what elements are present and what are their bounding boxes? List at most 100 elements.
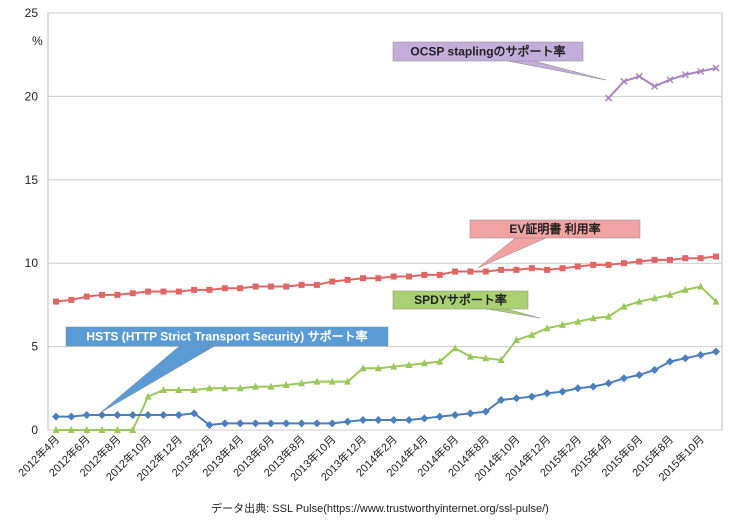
point [374, 364, 382, 372]
point [190, 385, 198, 393]
point [252, 382, 260, 390]
point [528, 265, 535, 272]
point [375, 275, 382, 282]
point [206, 286, 213, 293]
point [390, 273, 397, 280]
callout-box [392, 290, 529, 310]
point [543, 389, 552, 398]
point [589, 382, 598, 391]
point [283, 283, 290, 290]
point [159, 385, 167, 393]
point [159, 410, 168, 419]
point [573, 384, 582, 393]
point [237, 285, 244, 292]
callout-box [469, 219, 641, 239]
point [420, 359, 428, 367]
point [82, 410, 91, 419]
point [298, 379, 306, 387]
point [451, 344, 459, 352]
point [682, 255, 689, 262]
point [236, 419, 245, 428]
point [620, 77, 628, 85]
point [466, 409, 475, 418]
point [635, 370, 644, 379]
point [267, 382, 275, 390]
point [267, 283, 274, 290]
point [175, 385, 183, 393]
point [651, 82, 659, 90]
point [175, 288, 182, 295]
point [482, 354, 490, 362]
point [636, 258, 643, 265]
point [220, 419, 229, 428]
point [665, 357, 674, 366]
point [666, 290, 674, 298]
point [113, 410, 122, 419]
point [605, 261, 612, 268]
point [666, 76, 674, 84]
point [696, 350, 705, 359]
point [651, 256, 658, 263]
point [266, 419, 275, 428]
point [390, 362, 398, 370]
y-unit: % [32, 34, 43, 48]
point [712, 297, 720, 305]
point [697, 67, 705, 75]
point [343, 417, 352, 426]
point [712, 347, 720, 356]
point [605, 312, 613, 320]
y-tick-label: 0 [31, 423, 38, 437]
point [605, 94, 613, 102]
point [635, 72, 643, 80]
point [513, 266, 520, 273]
point [467, 268, 474, 275]
point [329, 278, 336, 285]
point [53, 298, 59, 305]
point [543, 324, 551, 332]
point [421, 271, 428, 278]
legend-label: HSTS (HTTP Strict Transport Security) サポ… [86, 329, 367, 344]
point [481, 407, 490, 416]
point [328, 377, 336, 385]
point [589, 314, 597, 322]
point [405, 360, 413, 368]
point [574, 317, 582, 325]
series-line [607, 67, 717, 99]
y-tick-label: 10 [25, 256, 39, 270]
point [435, 412, 444, 421]
point [99, 291, 106, 298]
point [114, 291, 121, 298]
point [512, 394, 521, 403]
point [451, 410, 460, 419]
legend-label: SPDYサポート率 [414, 292, 507, 307]
point [312, 419, 321, 428]
point [512, 335, 520, 343]
point [68, 296, 75, 303]
point [144, 392, 152, 400]
point [67, 426, 75, 433]
point [282, 419, 291, 428]
point [436, 271, 443, 278]
point [282, 380, 290, 388]
point [635, 297, 643, 305]
point [298, 281, 305, 288]
callout-box [65, 326, 389, 347]
y-tick-label: 20 [25, 89, 39, 103]
point [604, 379, 613, 388]
point [191, 286, 198, 293]
point [205, 384, 213, 392]
point [374, 415, 383, 424]
point [697, 282, 705, 290]
y-tick-label: 15 [25, 173, 39, 187]
point [205, 420, 214, 429]
point [681, 285, 689, 293]
point [497, 395, 506, 404]
point [128, 410, 137, 419]
point [328, 419, 337, 428]
point [174, 410, 183, 419]
point [497, 355, 505, 363]
point [389, 415, 398, 424]
point [452, 268, 459, 275]
